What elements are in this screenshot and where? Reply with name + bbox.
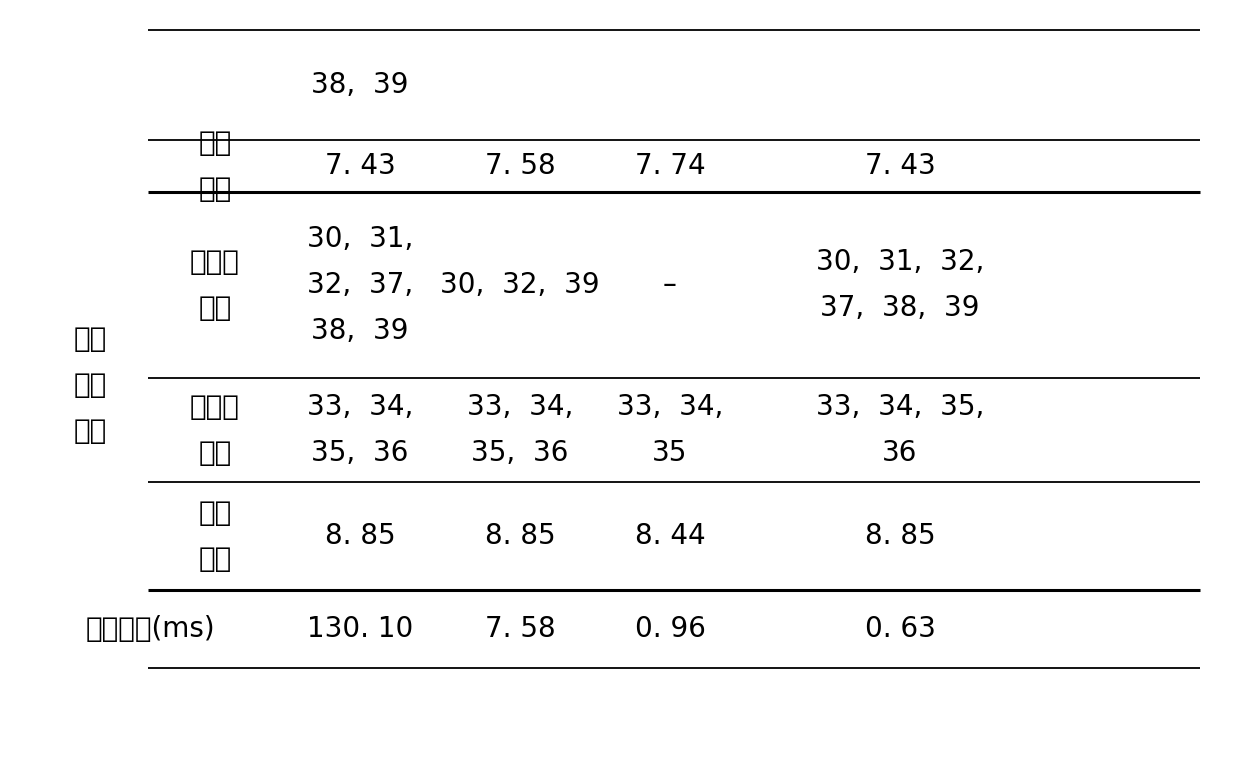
Text: 0. 96: 0. 96 (635, 615, 706, 643)
Text: 30,  32,  39: 30, 32, 39 (440, 271, 600, 299)
Text: –: – (663, 271, 677, 299)
Text: 7. 58: 7. 58 (485, 152, 556, 180)
Text: 30,  31,
32,  37,
38,  39: 30, 31, 32, 37, 38, 39 (306, 225, 413, 345)
Text: 计算用时(ms): 计算用时(ms) (86, 615, 215, 643)
Text: 0. 63: 0. 63 (864, 615, 935, 643)
Text: 33,  34,
35,  36: 33, 34, 35, 36 (306, 393, 413, 467)
Text: 小方式
电源: 小方式 电源 (190, 393, 239, 467)
Text: 8. 44: 8. 44 (635, 522, 706, 550)
Text: 大方式
电源: 大方式 电源 (190, 248, 239, 322)
Text: 助增
系数: 助增 系数 (198, 499, 232, 573)
Text: 7. 43: 7. 43 (325, 152, 396, 180)
Text: 7. 58: 7. 58 (485, 615, 556, 643)
Text: 助增
系数: 助增 系数 (198, 129, 232, 203)
Text: 8. 85: 8. 85 (485, 522, 556, 550)
Text: 8. 85: 8. 85 (325, 522, 396, 550)
Text: 8. 85: 8. 85 (864, 522, 935, 550)
Text: 33,  34,
35: 33, 34, 35 (616, 393, 723, 467)
Text: 33,  34,  35,
36: 33, 34, 35, 36 (816, 393, 985, 467)
Text: 33,  34,
35,  36: 33, 34, 35, 36 (466, 393, 573, 467)
Text: 最大
助增
系数: 最大 助增 系数 (73, 326, 107, 445)
Text: 7. 74: 7. 74 (635, 152, 706, 180)
Text: 38,  39: 38, 39 (311, 71, 409, 99)
Text: 130. 10: 130. 10 (306, 615, 413, 643)
Text: 7. 43: 7. 43 (864, 152, 935, 180)
Text: 30,  31,  32,
37,  38,  39: 30, 31, 32, 37, 38, 39 (816, 248, 985, 322)
